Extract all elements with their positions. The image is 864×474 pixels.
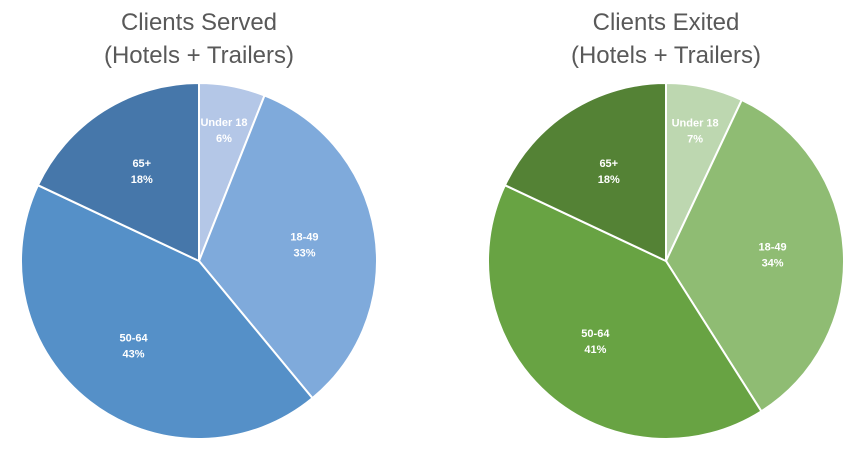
slice-category-label: 65+ xyxy=(132,158,151,170)
chart-subtitle: (Hotels + Trailers) xyxy=(104,42,294,69)
pie-slice xyxy=(503,81,667,263)
slice-value-label: 18% xyxy=(131,174,153,186)
slice-value-label: 41% xyxy=(584,344,606,356)
slice-value-label: 18% xyxy=(598,174,620,186)
slice-category-label: 50-64 xyxy=(581,328,610,340)
slice-value-label: 43% xyxy=(123,348,145,360)
slice-category-label: 18-49 xyxy=(759,241,787,253)
slice-value-label: 6% xyxy=(216,133,232,145)
chart-subtitle: (Hotels + Trailers) xyxy=(571,42,761,69)
pie-slice xyxy=(664,98,845,413)
slice-category-label: Under 18 xyxy=(672,118,719,130)
slice-category-label: 50-64 xyxy=(119,332,148,344)
pie-slice xyxy=(197,94,378,400)
pie-slice xyxy=(20,183,314,440)
chart-title: Clients Served xyxy=(121,9,277,36)
slice-category-label: Under 18 xyxy=(200,117,247,129)
slice-value-label: 33% xyxy=(293,247,315,259)
pie-slice xyxy=(487,183,763,440)
chart-title: Clients Exited xyxy=(593,9,740,36)
slice-value-label: 34% xyxy=(762,257,784,269)
slice-category-label: 18-49 xyxy=(290,231,318,243)
pie-slice xyxy=(36,81,200,263)
slice-value-label: 7% xyxy=(687,134,703,146)
slice-category-label: 65+ xyxy=(599,158,618,170)
